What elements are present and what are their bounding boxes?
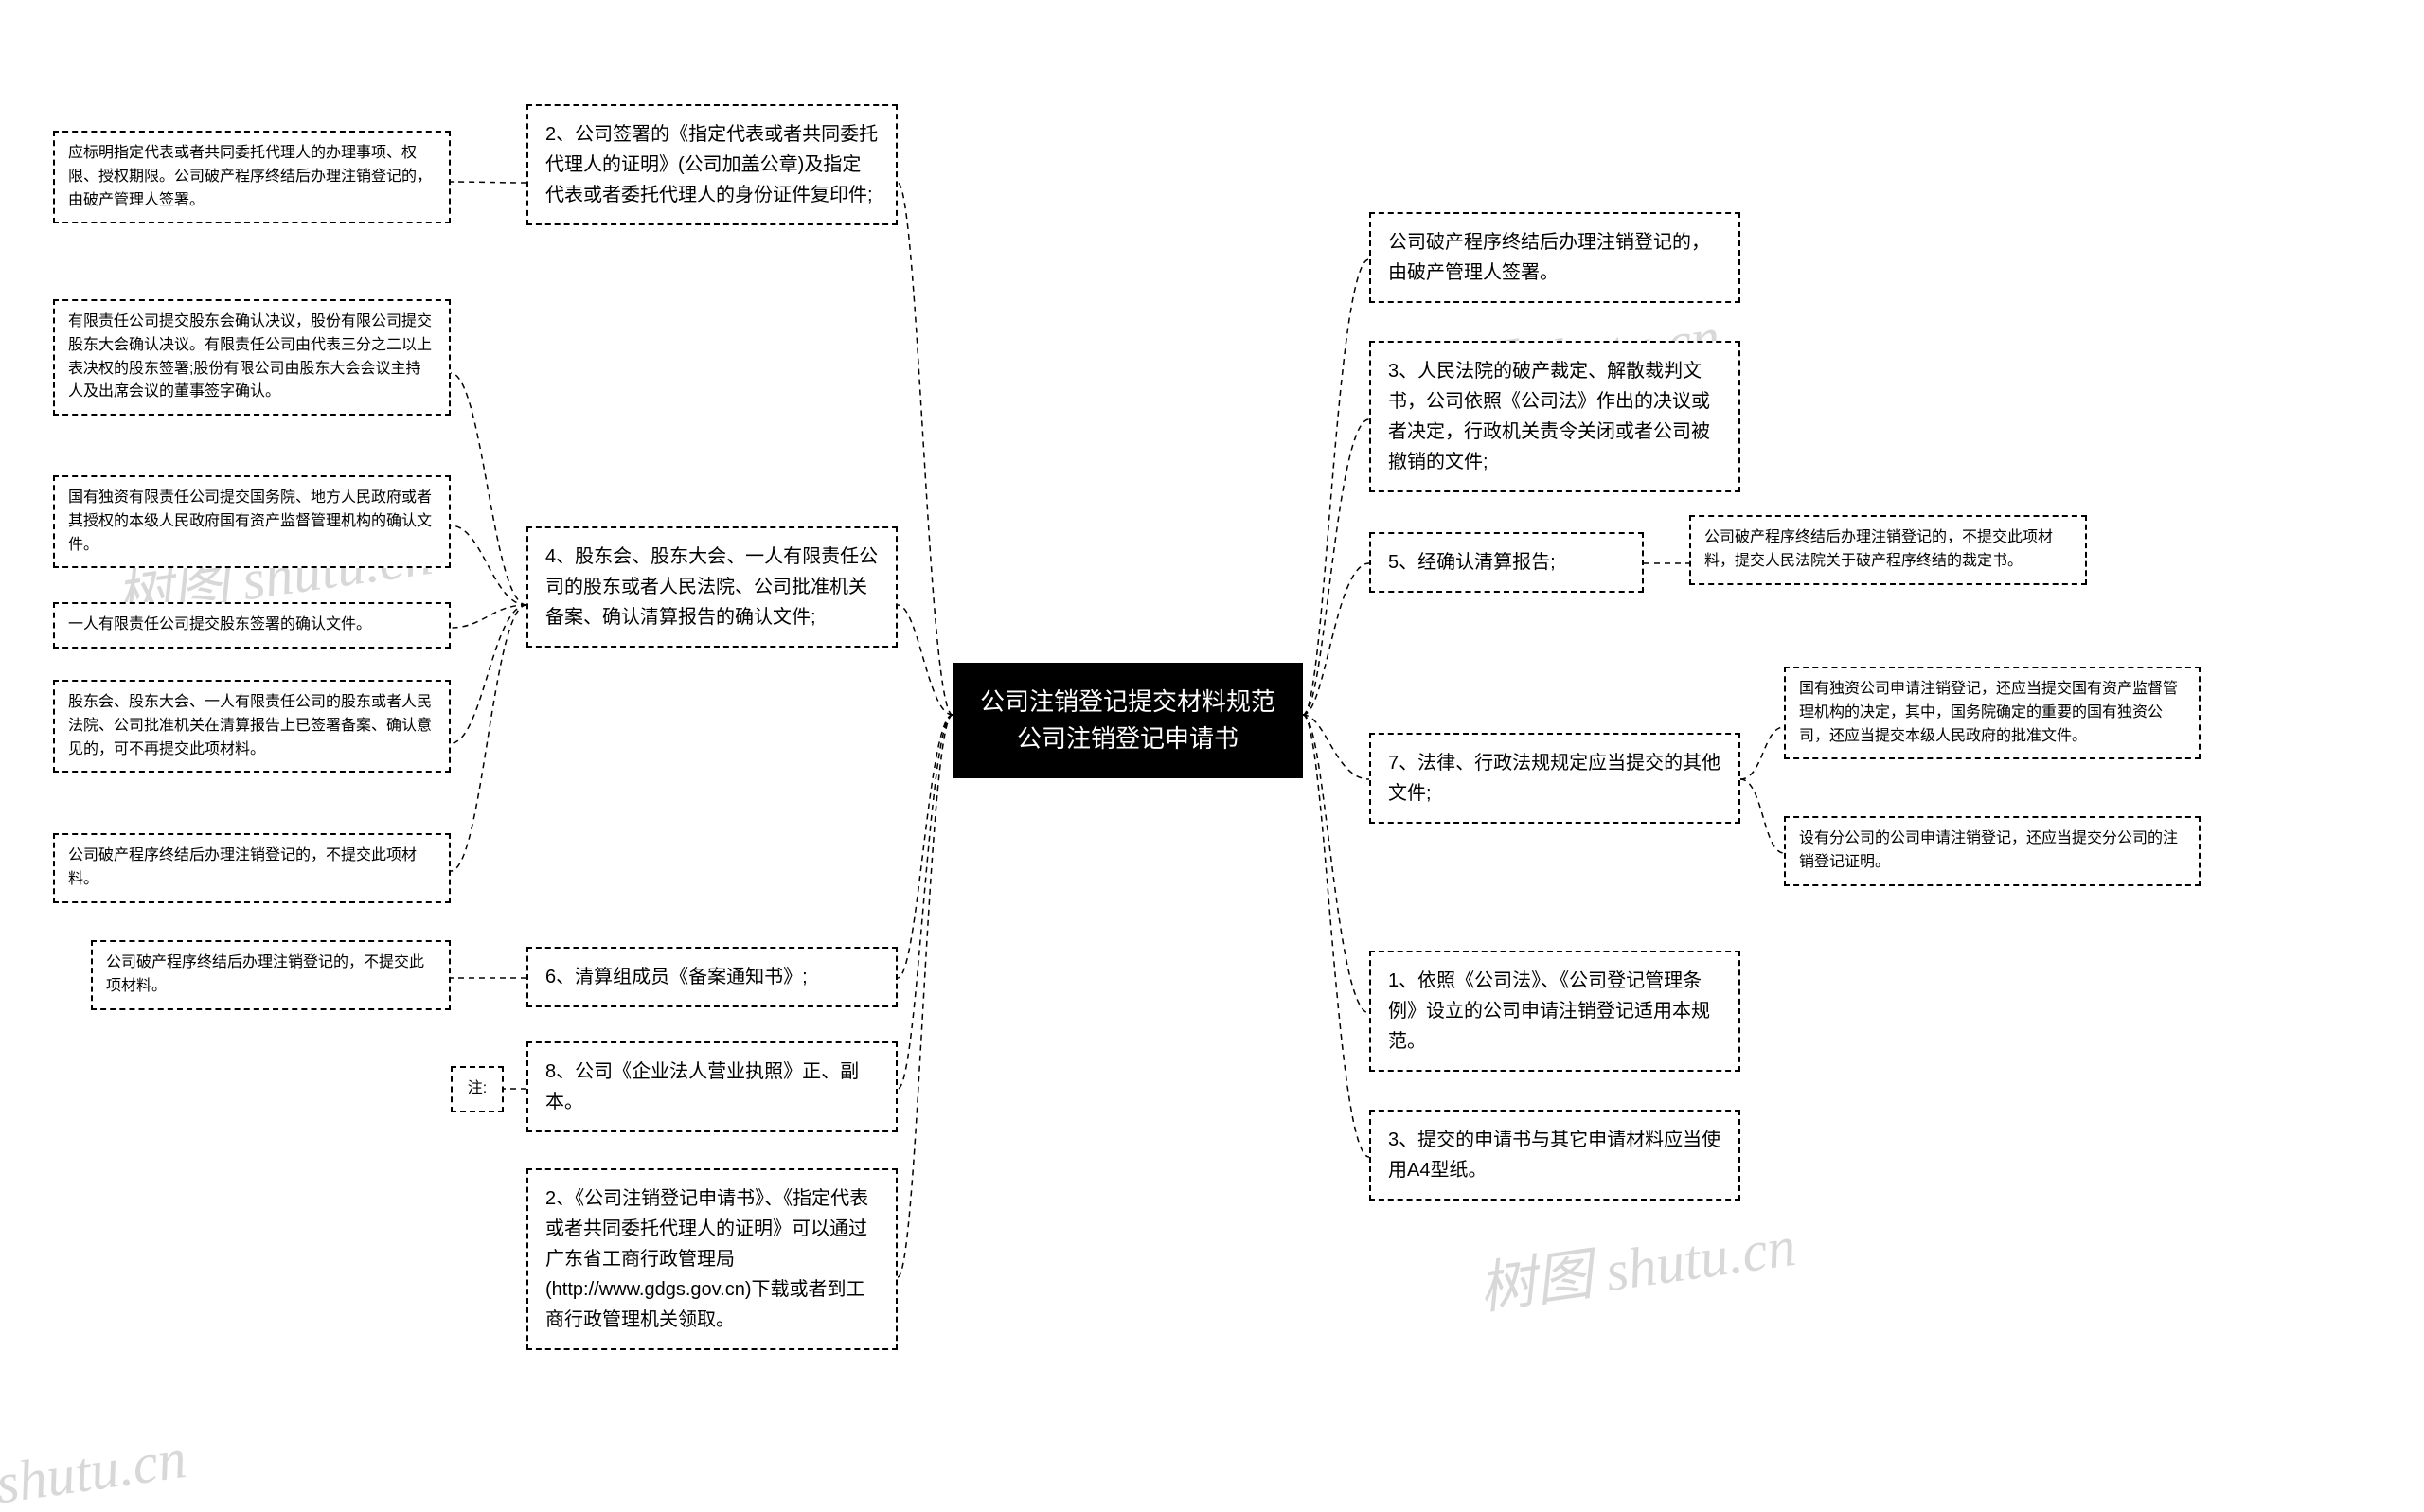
right-node-item7-child2: 设有分公司的公司申请注销登记，还应当提交分公司的注销登记证明。	[1784, 816, 2201, 886]
left-node-item6: 6、清算组成员《备案通知书》;	[526, 947, 898, 1007]
node-text: 公司破产程序终结后办理注销登记的，不提交此项材料。	[68, 847, 417, 887]
node-text: 注:	[468, 1080, 487, 1096]
right-node-item5: 5、经确认清算报告;	[1369, 532, 1644, 593]
right-node-item7-child1: 国有独资公司申请注销登记，还应当提交国有资产监督管理机构的决定，其中，国务院确定…	[1784, 667, 2201, 759]
right-node-item7: 7、法律、行政法规规定应当提交的其他文件;	[1369, 733, 1740, 824]
node-text: 4、股东会、股东大会、一人有限责任公司的股东或者人民法院、公司批准机关备案、确认…	[545, 546, 878, 628]
node-text: 2、《公司注销登记申请书》、《指定代表或者共同委托代理人的证明》可以通过广东省工…	[545, 1188, 868, 1330]
center-node: 公司注销登记提交材料规范公司注销登记申请书	[953, 663, 1303, 778]
watermark: 树图 shutu.cn	[1473, 1200, 1800, 1325]
left-node-item4-child1: 有限责任公司提交股东会确认决议，股份有限公司提交股东大会确认决议。有限责任公司由…	[53, 299, 451, 416]
left-node-item2-child1: 应标明指定代表或者共同委托代理人的办理事项、权限、授权期限。公司破产程序终结后办…	[53, 131, 451, 223]
left-node-item4-child2: 国有独资有限责任公司提交国务院、地方人民政府或者其授权的本级人民政府国有资产监督…	[53, 475, 451, 568]
right-node-item1b: 1、依照《公司法》、《公司登记管理条例》设立的公司申请注销登记适用本规范。	[1369, 951, 1740, 1072]
left-node-item4-child3: 一人有限责任公司提交股东签署的确认文件。	[53, 602, 451, 649]
node-text: 股东会、股东大会、一人有限责任公司的股东或者人民法院、公司批准机关在清算报告上已…	[68, 694, 432, 757]
node-text: 8、公司《企业法人营业执照》正、副本。	[545, 1061, 859, 1112]
node-text: 公司破产程序终结后办理注销登记的，由破产管理人签署。	[1388, 232, 1710, 283]
node-text: 7、法律、行政法规规定应当提交的其他文件;	[1388, 753, 1720, 804]
node-text: 3、人民法院的破产裁定、解散裁判文书，公司依照《公司法》作出的决议或者决定，行政…	[1388, 361, 1710, 472]
node-text: 3、提交的申请书与其它申请材料应当使用A4型纸。	[1388, 1130, 1720, 1181]
right-node-bankrupt: 公司破产程序终结后办理注销登记的，由破产管理人签署。	[1369, 212, 1740, 303]
right-node-item3: 3、人民法院的破产裁定、解散裁判文书，公司依照《公司法》作出的决议或者决定，行政…	[1369, 341, 1740, 492]
node-text: 设有分公司的公司申请注销登记，还应当提交分公司的注销登记证明。	[1799, 830, 2178, 870]
right-node-item5-child1: 公司破产程序终结后办理注销登记的，不提交此项材料，提交人民法院关于破产程序终结的…	[1689, 515, 2087, 585]
node-text: 5、经确认清算报告;	[1388, 552, 1556, 573]
node-text: 国有独资公司申请注销登记，还应当提交国有资产监督管理机构的决定，其中，国务院确定…	[1799, 681, 2178, 744]
node-text: 有限责任公司提交股东会确认决议，股份有限公司提交股东大会确认决议。有限责任公司由…	[68, 313, 432, 400]
node-text: 公司破产程序终结后办理注销登记的，不提交此项材料，提交人民法院关于破产程序终结的…	[1704, 529, 2053, 569]
left-node-item2: 2、公司签署的《指定代表或者共同委托代理人的证明》(公司加盖公章)及指定代表或者…	[526, 104, 898, 225]
left-node-item4-child5: 公司破产程序终结后办理注销登记的，不提交此项材料。	[53, 833, 451, 903]
watermark: 图 shutu.cn	[0, 1412, 190, 1512]
node-text: 应标明指定代表或者共同委托代理人的办理事项、权限、授权期限。公司破产程序终结后办…	[68, 145, 432, 208]
node-text: 6、清算组成员《备案通知书》;	[545, 967, 808, 987]
left-node-item2b: 2、《公司注销登记申请书》、《指定代表或者共同委托代理人的证明》可以通过广东省工…	[526, 1168, 898, 1350]
node-text: 一人有限责任公司提交股东签署的确认文件。	[68, 616, 371, 632]
node-text: 1、依照《公司法》、《公司登记管理条例》设立的公司申请注销登记适用本规范。	[1388, 970, 1710, 1052]
node-text: 公司破产程序终结后办理注销登记的，不提交此项材料。	[106, 954, 424, 994]
left-node-item6-child1: 公司破产程序终结后办理注销登记的，不提交此项材料。	[91, 940, 451, 1010]
left-node-item8-note: 注:	[451, 1066, 504, 1112]
left-node-item8: 8、公司《企业法人营业执照》正、副本。	[526, 1041, 898, 1132]
right-node-item3b: 3、提交的申请书与其它申请材料应当使用A4型纸。	[1369, 1110, 1740, 1201]
center-text: 公司注销登记提交材料规范公司注销登记申请书	[980, 687, 1275, 753]
node-text: 2、公司签署的《指定代表或者共同委托代理人的证明》(公司加盖公章)及指定代表或者…	[545, 124, 878, 205]
left-node-item4: 4、股东会、股东大会、一人有限责任公司的股东或者人民法院、公司批准机关备案、确认…	[526, 526, 898, 648]
node-text: 国有独资有限责任公司提交国务院、地方人民政府或者其授权的本级人民政府国有资产监督…	[68, 489, 432, 553]
left-node-item4-child4: 股东会、股东大会、一人有限责任公司的股东或者人民法院、公司批准机关在清算报告上已…	[53, 680, 451, 773]
